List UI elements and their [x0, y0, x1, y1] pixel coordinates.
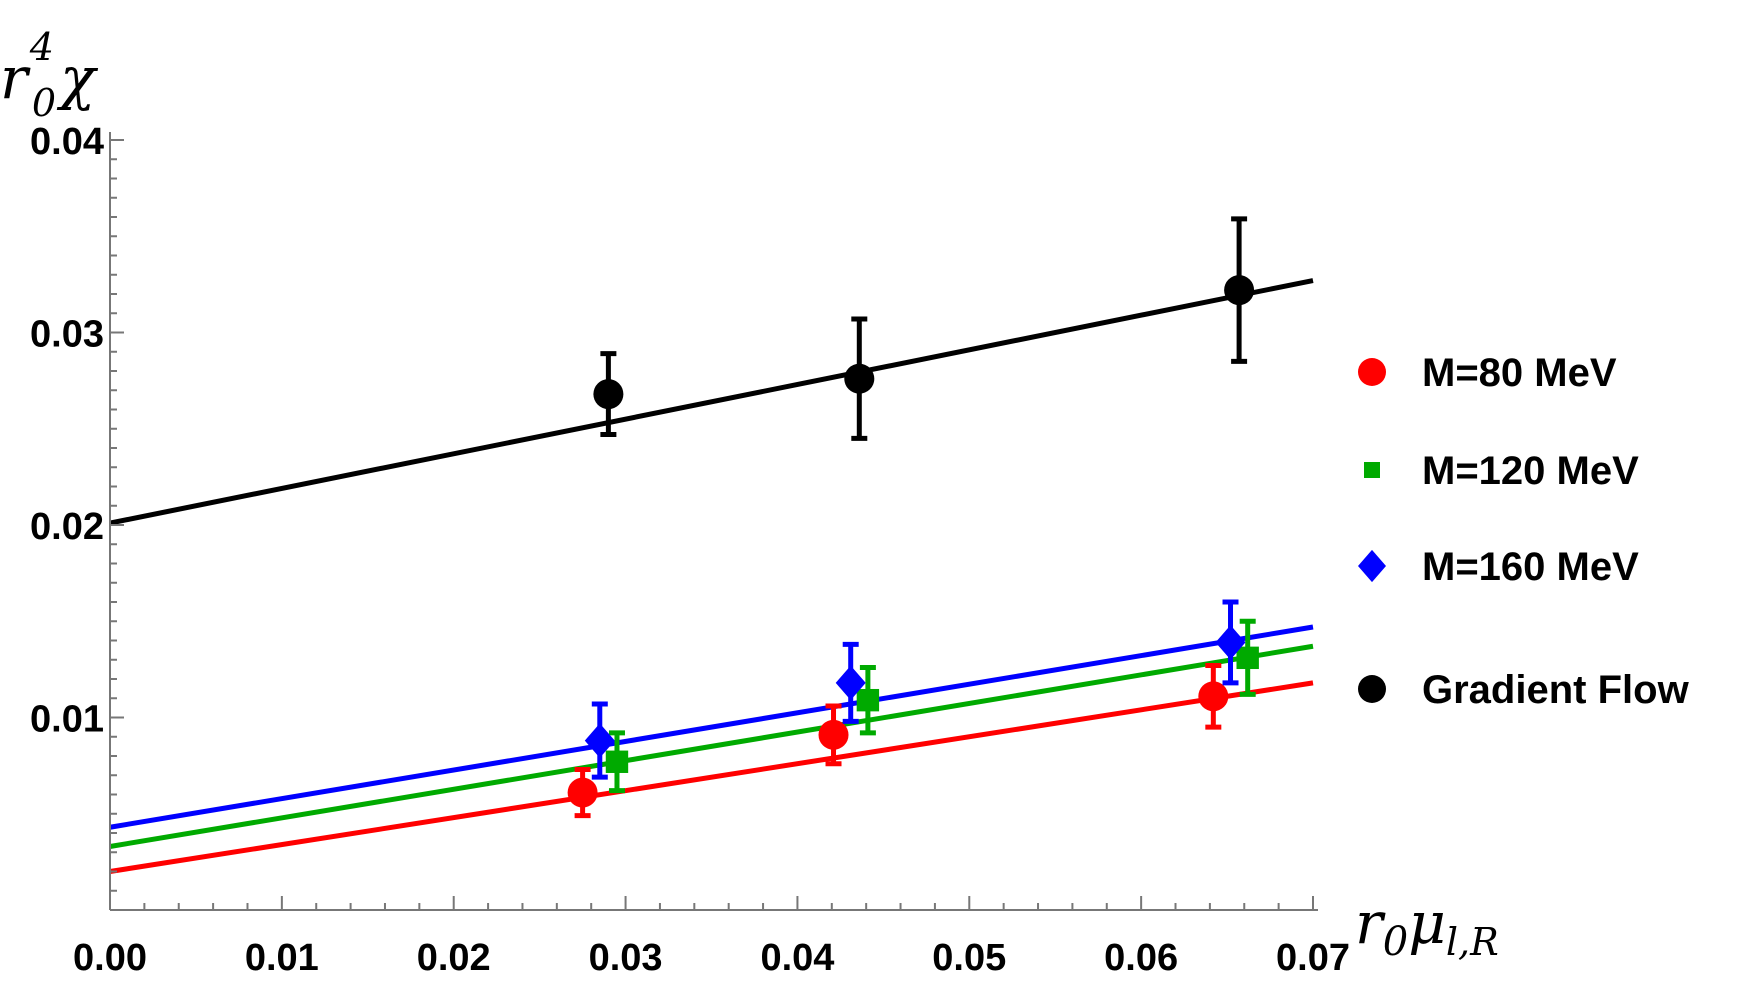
legend: M=80 MeV M=120 MeV M=160 MeV Gradient Flow: [1358, 351, 1690, 712]
data-point: [818, 719, 849, 750]
data-point: [856, 688, 880, 712]
y-tick-label: 0.04: [30, 121, 104, 163]
x-tick-label: 0.01: [245, 937, 319, 979]
y-axis-label: r4 0χ: [0, 25, 98, 125]
fit-line: [109, 624, 1314, 830]
data-point: [567, 777, 598, 808]
x-tick-label: 0.02: [417, 937, 491, 979]
data-point: [835, 665, 866, 701]
fit-line: [109, 643, 1314, 849]
data-point: [1236, 646, 1259, 670]
y-tick-label: 0.03: [30, 314, 104, 356]
fit-lines: [109, 278, 1314, 874]
y-tick-label: 0.02: [30, 506, 104, 548]
x-tick-label: 0.03: [589, 937, 663, 979]
data-point: [1224, 275, 1255, 306]
x-tick-label: 0.05: [932, 937, 1006, 979]
x-tick-label: 0.06: [1104, 937, 1178, 979]
data-point: [593, 379, 624, 410]
data-point: [1215, 625, 1246, 660]
data-point: [1198, 681, 1229, 712]
data-markers: [567, 216, 1259, 819]
fit-line: [109, 278, 1314, 526]
axes: [109, 132, 1318, 911]
legend-label: M=80 MeV: [1422, 351, 1617, 395]
data-point: [584, 723, 615, 758]
x-tick-label: 0.07: [1276, 937, 1350, 979]
legend-label: M=160 MeV: [1422, 545, 1639, 589]
legend-marker: [1358, 549, 1386, 583]
legend-label: M=120 MeV: [1422, 449, 1639, 493]
data-point: [844, 363, 875, 394]
x-tick-label: 0.00: [73, 937, 147, 979]
data-point: [605, 750, 629, 773]
legend-marker: [1358, 675, 1386, 703]
tick-labels: 0.00 0.01 0.02 0.03 0.04 0.05 0.06 0.07 0.01 0.02…: [30, 121, 1350, 979]
y-tick-label: 0.01: [30, 699, 104, 741]
fit-line: [109, 680, 1314, 874]
x-axis-label: r0μl,R: [1355, 889, 1499, 965]
x-tick-label: 0.04: [760, 937, 834, 979]
legend-marker: [1358, 358, 1386, 386]
legend-label: Gradient Flow: [1422, 668, 1690, 712]
legend-marker: [1364, 462, 1380, 478]
